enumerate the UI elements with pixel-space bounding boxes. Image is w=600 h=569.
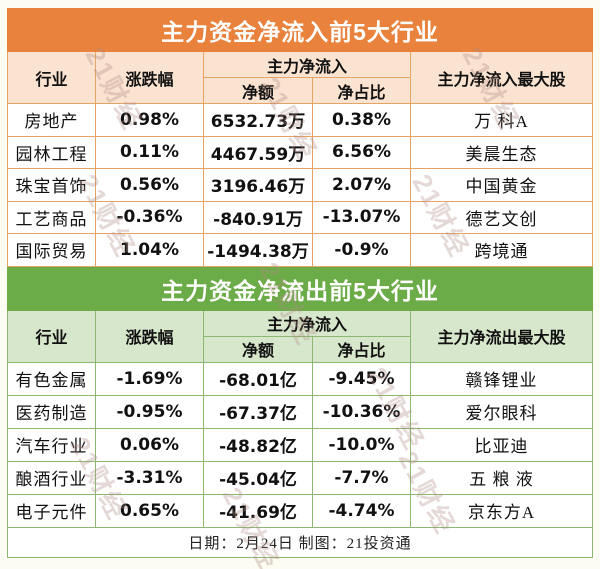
inflow-row-change: 1.04% — [96, 234, 204, 267]
inflow-row-industry: 工艺商品 — [8, 201, 96, 234]
inflow-row-change: 0.56% — [96, 169, 204, 202]
inflow-row-net-ratio: 0.38% — [313, 104, 411, 137]
outflow-row-top-stock: 比亚迪 — [411, 429, 592, 462]
outflow-table: 行业 涨跌幅 主力净流入 主力净流出最大股 净额 净占比 有色金属 -1.69%… — [7, 310, 593, 558]
outflow-row-industry: 汽车行业 — [8, 428, 96, 462]
inflow-row-industry: 国际贸易 — [8, 234, 96, 267]
inflow-col-header-industry: 行业 — [8, 52, 96, 104]
inflow-col-header-group: 主力净流入 — [204, 52, 411, 78]
outflow-row-net-ratio: -10.0% — [313, 428, 411, 462]
inflow-row-top-stock: 德艺文创 — [411, 202, 592, 234]
outflow-row-industry: 电子元件 — [8, 494, 96, 528]
outflow-row-net-amount: -41.69亿 — [204, 494, 313, 528]
outflow-row-change: -0.95% — [96, 395, 204, 429]
inflow-row-net-ratio: 2.07% — [313, 169, 411, 202]
outflow-row-top-stock: 五 粮 液 — [411, 462, 592, 495]
inflow-row-industry: 珠宝首饰 — [8, 169, 96, 202]
outflow-row-industry: 医药制造 — [8, 395, 96, 429]
inflow-row-change: -0.36% — [96, 201, 204, 234]
inflow-row-net-amount: 3196.46万 — [204, 169, 313, 202]
outflow-col-header-top-stock: 主力净流出最大股 — [411, 310, 592, 363]
inflow-row-change: 0.11% — [96, 136, 204, 169]
outflow-col-header-net-ratio: 净占比 — [313, 336, 411, 363]
outflow-row-change: 0.06% — [96, 428, 204, 462]
outflow-col-header-net-amount: 净额 — [204, 336, 313, 363]
inflow-row-top-stock: 万 科A — [411, 104, 592, 137]
inflow-row-change: 0.98% — [96, 104, 204, 137]
capital-flow-board: 主力资金净流入前5大行业 行业 涨跌幅 主力净流入 主力净流入最大股 净额 净占… — [7, 8, 593, 558]
outflow-row-net-ratio: -10.36% — [313, 395, 411, 429]
inflow-row-top-stock: 中国黄金 — [411, 169, 592, 202]
outflow-title: 主力资金净流出前5大行业 — [161, 277, 439, 304]
outflow-row-net-ratio: -9.45% — [313, 362, 411, 396]
inflow-row-industry: 房地产 — [8, 104, 96, 137]
outflow-row-change: -1.69% — [96, 362, 204, 396]
outflow-row-net-amount: -68.01亿 — [204, 362, 313, 396]
inflow-row-top-stock: 美晨生态 — [411, 137, 592, 169]
inflow-col-header-change: 涨跌幅 — [96, 52, 204, 104]
outflow-row-change: -3.31% — [96, 461, 204, 495]
inflow-title: 主力资金净流入前5大行业 — [161, 19, 439, 45]
inflow-title-bar: 主力资金净流入前5大行业 — [7, 8, 593, 52]
outflow-row-top-stock: 赣锋锂业 — [411, 363, 592, 396]
inflow-row-net-ratio: -0.9% — [313, 234, 411, 267]
inflow-row-net-amount: -840.91万 — [204, 201, 313, 234]
outflow-row-net-amount: -67.37亿 — [204, 395, 313, 429]
outflow-row-net-ratio: -7.7% — [313, 461, 411, 495]
outflow-row-net-amount: -48.82亿 — [204, 428, 313, 462]
inflow-col-header-top-stock: 主力净流入最大股 — [411, 52, 592, 104]
inflow-col-header-net-ratio: 净占比 — [313, 78, 411, 104]
outflow-col-header-change: 涨跌幅 — [96, 310, 204, 363]
outflow-row-industry: 有色金属 — [8, 362, 96, 396]
outflow-row-net-amount: -45.04亿 — [204, 461, 313, 495]
inflow-table: 行业 涨跌幅 主力净流入 主力净流入最大股 净额 净占比 房地产 0.98% 6… — [7, 52, 593, 267]
outflow-row-change: 0.65% — [96, 494, 204, 528]
inflow-row-net-amount: 4467.59万 — [204, 136, 313, 169]
inflow-row-net-ratio: -13.07% — [313, 201, 411, 234]
inflow-row-top-stock: 跨境通 — [411, 234, 592, 267]
inflow-row-net-amount: -1494.38万 — [204, 234, 313, 267]
outflow-row-industry: 酿酒行业 — [8, 461, 96, 495]
inflow-row-net-ratio: 6.56% — [313, 136, 411, 169]
inflow-row-industry: 园林工程 — [8, 136, 96, 169]
outflow-title-bar: 主力资金净流出前5大行业 — [7, 266, 593, 311]
outflow-row-top-stock: 爱尔眼科 — [411, 396, 592, 429]
footer-caption: 日期：2月24日 制图：21投资通 — [188, 535, 412, 552]
outflow-col-header-industry: 行业 — [8, 310, 96, 363]
outflow-col-header-group: 主力净流入 — [204, 310, 411, 337]
inflow-col-header-net-amount: 净额 — [204, 78, 313, 104]
outflow-row-top-stock: 京东方A — [411, 495, 592, 528]
inflow-row-net-amount: 6532.73万 — [204, 104, 313, 137]
outflow-row-net-ratio: -4.74% — [313, 494, 411, 528]
